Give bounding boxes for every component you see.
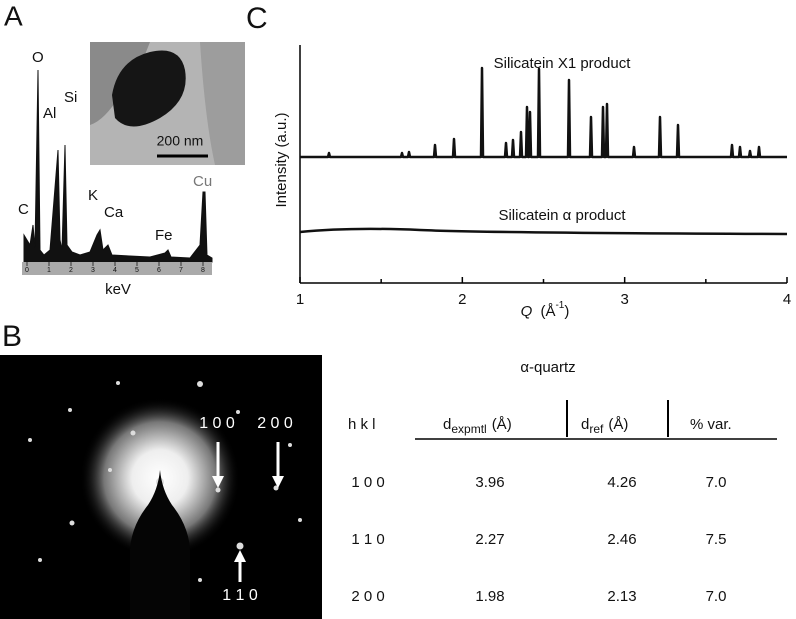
x-tick-label: 6 (157, 267, 161, 274)
table-header: dref (Å) (581, 416, 628, 436)
series-label: Silicatein X1 product (494, 55, 632, 72)
table-cell: 7.0 (706, 474, 727, 491)
table-title: α-quartz (520, 359, 575, 376)
eds-spectrum (22, 69, 213, 275)
x-axis-label: Q (Å-1) (521, 300, 570, 320)
table-cell: 3.96 (475, 474, 504, 491)
element-label: Ca (104, 204, 124, 221)
header-subscript: expmtl (451, 422, 486, 436)
x-tick-label: 4 (783, 291, 791, 308)
table-header: h k l (348, 416, 376, 433)
series-label: Silicatein α product (498, 207, 626, 224)
table-cell: 1 1 0 (351, 531, 384, 548)
element-label: Si (64, 89, 77, 106)
x-label-sup: -1 (555, 300, 564, 311)
table-cell: 1 0 0 (351, 474, 384, 491)
table-header: % var. (690, 416, 732, 433)
element-label: Cu (193, 173, 212, 190)
header-unit: (Å) (608, 416, 628, 433)
table-cell: 7.5 (706, 531, 727, 548)
x-axis-label: keV (105, 281, 131, 298)
header-symbol: d (443, 416, 451, 433)
table-cell: 2.46 (607, 531, 636, 548)
table-cell: 1.98 (475, 588, 504, 605)
x-tick-label: 3 (620, 291, 628, 308)
xrd-trace (300, 66, 787, 159)
table-cell: 7.0 (706, 588, 727, 605)
x-label-symbol: Q (521, 303, 533, 320)
x-tick-label: 0 (25, 267, 29, 274)
amorphous-trace (299, 227, 788, 236)
table-cell: 2.27 (475, 531, 504, 548)
table: α-quartz h k l dexpmtl (Å) dref (Å) % var.… (348, 359, 777, 605)
table-header: dexpmtl (Å) (443, 416, 512, 436)
x-tick-label: 2 (458, 291, 466, 308)
element-label: K (88, 187, 98, 204)
x-label-close: ) (564, 303, 569, 320)
scale-bar-label: 200 nm (157, 133, 204, 149)
x-tick-label: 2 (69, 267, 73, 274)
header-unit: (Å) (492, 416, 512, 433)
spot-label: 1 0 0 (199, 415, 235, 432)
x-tick-label: 8 (201, 267, 205, 274)
element-label: Al (43, 105, 56, 122)
element-label: O (32, 49, 44, 66)
x-label-unit: (Å (540, 303, 555, 320)
x-tick-label: 1 (47, 267, 51, 274)
element-label: Fe (155, 227, 173, 244)
element-label: C (18, 201, 29, 218)
y-axis-label: Intensity (a.u.) (273, 112, 290, 207)
x-tick-label: 5 (135, 267, 139, 274)
header-subscript: ref (589, 422, 604, 436)
panel-label: B (2, 320, 22, 353)
table-cell: 2.13 (607, 588, 636, 605)
header-symbol: d (581, 416, 589, 433)
tem-inset (90, 42, 245, 165)
x-tick-label: 1 (296, 291, 304, 308)
panel-label: A (4, 0, 23, 31)
panel-label: C (246, 2, 268, 35)
x-tick-label: 7 (179, 267, 183, 274)
table-cell: 4.26 (607, 474, 636, 491)
x-tick-label: 3 (91, 267, 95, 274)
spot-label: 2 0 0 (257, 415, 293, 432)
spot-label: 1 1 0 (222, 587, 258, 604)
x-tick-label: 4 (113, 267, 117, 274)
diffraction-image (0, 355, 322, 619)
table-cell: 2 0 0 (351, 588, 384, 605)
